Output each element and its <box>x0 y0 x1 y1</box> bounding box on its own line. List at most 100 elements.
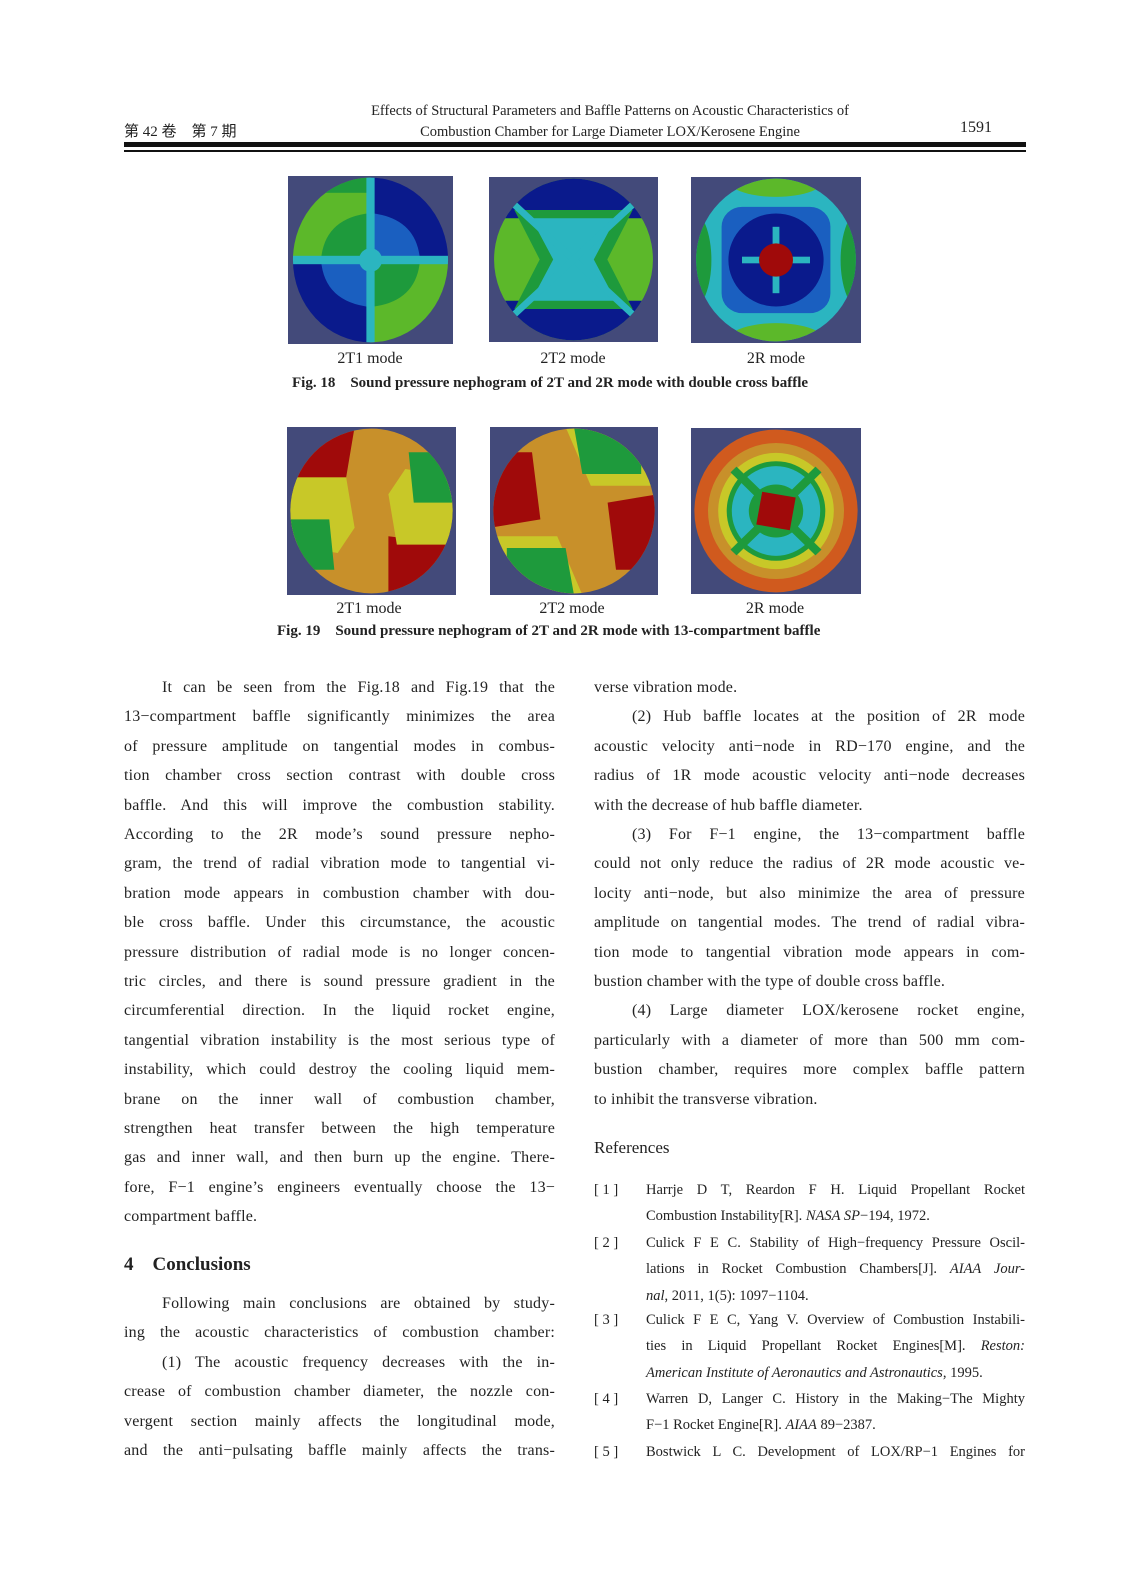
text-line: gas and inner wall, and then burn up the… <box>124 1149 555 1167</box>
reference-text: , 2011, 1(5): 1097−1104. <box>664 1287 809 1304</box>
text-line: tion chamber cross section contrast with… <box>124 767 555 785</box>
reference-number: [ 1 ] <box>594 1182 619 1198</box>
reference-italic-text: AIAA Jour- <box>949 1261 1025 1278</box>
text-line: According to the 2R mode’s sound pressur… <box>124 826 555 843</box>
figure-number: Fig. 18 <box>292 375 336 391</box>
references-heading: References <box>594 1138 670 1157</box>
text-line: Following main conclusions are obtained … <box>162 1295 555 1312</box>
reference-line: nal, 2011, 1(5): 1097−1104. <box>646 1286 1025 1306</box>
journal-volume-issue: 第 42 卷 第 7 期 <box>124 124 237 140</box>
reference-text: lations in Rocket Combustion Chambers[J]… <box>646 1261 950 1278</box>
reference-line: American Institute of Aeronautics and As… <box>646 1363 1025 1383</box>
text-line: (1) The acoustic frequency decreases wit… <box>162 1353 555 1371</box>
nephogram-fig18-2t1 <box>288 176 453 344</box>
text-line: instability, which could destroy the coo… <box>124 1061 555 1079</box>
text-line: particularly with a diameter of more tha… <box>594 1031 1025 1049</box>
text-line: locity anti−node, but also minimize the … <box>594 884 1025 902</box>
nephogram-fig18-2t2 <box>489 177 658 342</box>
header-rule <box>124 150 1026 152</box>
reference-line: F−1 Rocket Engine[R]. AIAA 89−2387. <box>646 1415 1025 1435</box>
text-line: acoustic velocity anti−node in RD−170 en… <box>594 737 1025 755</box>
reference-text: , 1995. <box>942 1364 983 1381</box>
figure-caption-text: Sound pressure nephogram of 2T and 2R mo… <box>350 375 809 391</box>
reference-number: [ 4 ] <box>594 1391 619 1407</box>
header-rule <box>124 142 1026 147</box>
reference-text: 89−2387. <box>816 1417 876 1434</box>
subfigure-label: 2T2 mode <box>539 600 605 617</box>
reference-text: Culick F E C, Yang V. Overview of Combus… <box>646 1312 1025 1328</box>
reference-italic-text: nal <box>646 1287 665 1304</box>
text-line: with the decrease of hub baffle diameter… <box>594 796 863 814</box>
reference-italic-text: Reston: <box>980 1338 1025 1355</box>
text-line: pressure distribution of radial mode is … <box>124 943 555 961</box>
text-line: fore, F−1 engine’s engineers eventually … <box>124 1178 555 1196</box>
reference-line: Harrje D T, Reardon F H. Liquid Propella… <box>646 1180 1025 1200</box>
text-line: ble cross baffle. Under this circumstanc… <box>124 914 555 932</box>
text-line: bustion chamber, requires more complex b… <box>594 1061 1025 1079</box>
text-line: tric circles, and there is sound pressur… <box>124 973 555 990</box>
figure-caption-text: Sound pressure nephogram of 2T and 2R mo… <box>335 623 821 639</box>
text-line: tion mode to tangential vibration mode a… <box>594 943 1025 961</box>
reference-number: [ 2 ] <box>594 1235 619 1251</box>
reference-text: F−1 Rocket Engine[R]. <box>646 1417 786 1434</box>
text-line: (3) For F−1 engine, the 13−compartment b… <box>632 826 1025 843</box>
nephogram-fig19-2t1 <box>287 427 456 595</box>
subfigure-label: 2R mode <box>745 600 805 617</box>
reference-text: ties in Liquid Propellant Rocket Engines… <box>646 1338 981 1355</box>
text-line: radius of 1R mode acoustic velocity anti… <box>594 767 1025 785</box>
reference-text: Warren D, Langer C. History in the Makin… <box>646 1391 1025 1407</box>
reference-line: Combustion Instability[R]. NASA SP−194, … <box>646 1206 1025 1226</box>
subfigure-label: 2T1 mode <box>336 600 402 617</box>
running-title: Effects of Structural Parameters and Baf… <box>300 101 920 143</box>
text-line: and the anti−pulsating baffle mainly aff… <box>124 1442 555 1459</box>
text-line: vergent section mainly affects the longi… <box>124 1412 555 1430</box>
reference-italic-text: AIAA <box>785 1417 817 1434</box>
reference-line: Bostwick L C. Development of LOX/RP−1 En… <box>646 1442 1025 1462</box>
text-line: (4) Large diameter LOX/kerosene rocket e… <box>632 1002 1025 1020</box>
text-line: could not only reduce the radius of 2R m… <box>594 855 1025 873</box>
reference-line: ties in Liquid Propellant Rocket Engines… <box>646 1336 1025 1356</box>
text-line: It can be seen from the Fig.18 and Fig.1… <box>162 679 555 696</box>
nephogram-fig19-2t2 <box>490 427 658 595</box>
text-line: 13−compartment baffle significantly mini… <box>124 708 555 726</box>
section-heading: 4 Conclusions <box>124 1254 251 1275</box>
text-line: bustion chamber with the type of double … <box>594 973 946 990</box>
text-line: gram, the trend of radial vibration mode… <box>124 855 555 873</box>
reference-line: lations in Rocket Combustion Chambers[J]… <box>646 1259 1025 1279</box>
running-title-line: Effects of Structural Parameters and Baf… <box>371 103 849 119</box>
figure-number: Fig. 19 <box>277 623 321 639</box>
figure-caption: Fig. 19 Sound pressure nephogram of 2T a… <box>277 623 820 640</box>
running-title-line: Combustion Chamber for Large Diameter LO… <box>420 124 800 140</box>
nephogram-fig18-2r <box>691 177 861 343</box>
text-line: compartment baffle. <box>124 1208 258 1226</box>
subfigure-label: 2R mode <box>746 350 806 367</box>
reference-number: [ 5 ] <box>594 1444 619 1460</box>
subfigure-label: 2T1 mode <box>337 350 403 367</box>
reference-text: Combustion Instability[R]. <box>646 1208 806 1225</box>
figure-caption: Fig. 18 Sound pressure nephogram of 2T a… <box>292 375 808 392</box>
text-line: amplitude on tangential modes. The trend… <box>594 914 1025 932</box>
text-line: verse vibration mode. <box>594 679 738 696</box>
reference-line: Warren D, Langer C. History in the Makin… <box>646 1389 1025 1409</box>
reference-line: Culick F E C. Stability of High−frequenc… <box>646 1233 1025 1253</box>
text-line: brane on the inner wall of combustion ch… <box>124 1090 555 1108</box>
text-line: ing the acoustic characteristics of comb… <box>124 1324 555 1342</box>
reference-text: Culick F E C. Stability of High−frequenc… <box>646 1235 1025 1251</box>
text-line: (2) Hub baffle locates at the position o… <box>632 708 1025 726</box>
text-line: to inhibit the transverse vibration. <box>594 1090 818 1108</box>
reference-italic-text: American Institute of Aeronautics and As… <box>646 1364 943 1381</box>
text-line: circumferential direction. In the liquid… <box>124 1002 555 1020</box>
text-line: of pressure amplitude on tangential mode… <box>124 737 555 755</box>
text-line: tangential vibration instability is the … <box>124 1031 555 1049</box>
text-line: crease of combustion chamber diameter, t… <box>124 1383 555 1401</box>
page-number: 1591 <box>960 119 992 136</box>
reference-italic-text: NASA SP <box>805 1208 861 1225</box>
text-line: strengthen heat transfer between the hig… <box>124 1120 555 1137</box>
reference-line: Culick F E C, Yang V. Overview of Combus… <box>646 1310 1025 1330</box>
reference-text: Harrje D T, Reardon F H. Liquid Propella… <box>646 1182 1025 1198</box>
text-line: baffle. And this will improve the combus… <box>124 796 555 814</box>
reference-number: [ 3 ] <box>594 1312 619 1328</box>
reference-text: Bostwick L C. Development of LOX/RP−1 En… <box>646 1444 1025 1460</box>
subfigure-label: 2T2 mode <box>540 350 606 367</box>
reference-text: −194, 1972. <box>860 1208 930 1225</box>
